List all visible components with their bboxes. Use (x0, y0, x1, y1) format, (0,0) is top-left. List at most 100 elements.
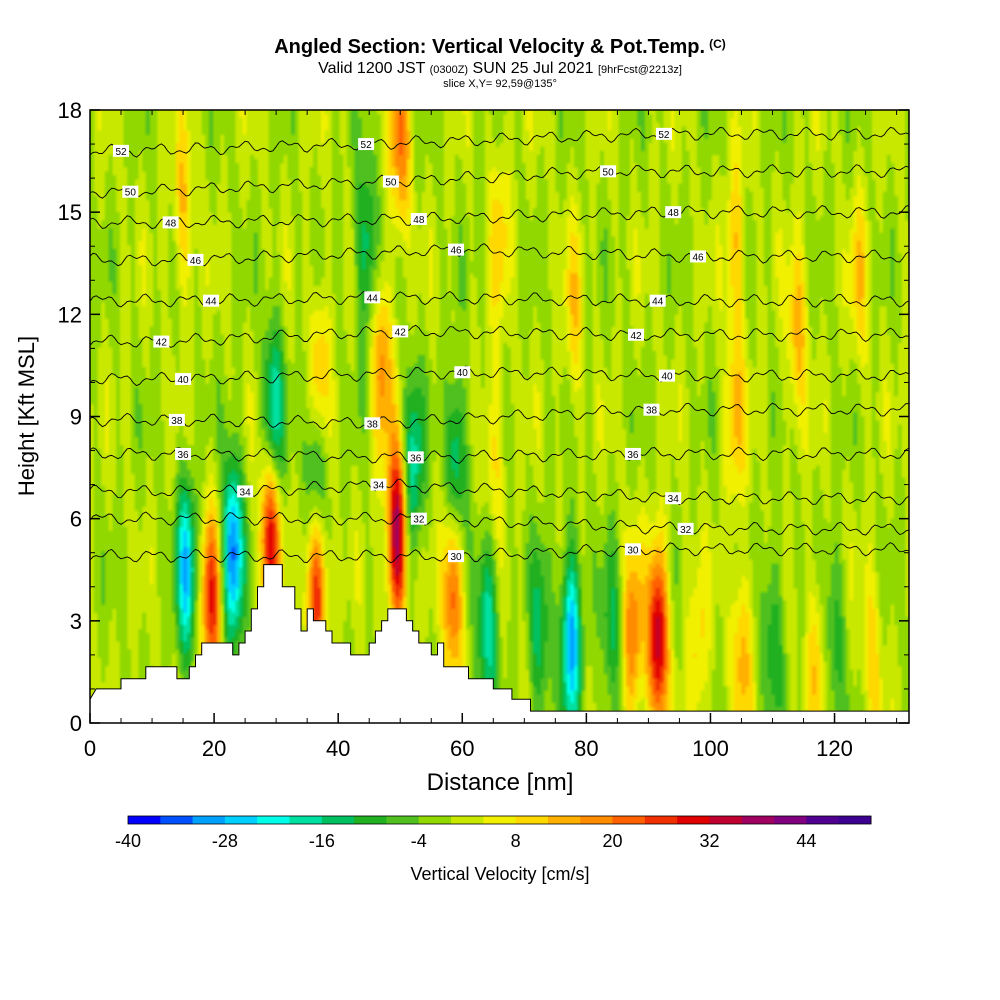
theta-label-box (237, 485, 254, 498)
colorbar-swatch (515, 816, 549, 824)
theta-label: 52 (115, 147, 127, 158)
valid-utc: (0300Z) (429, 64, 469, 76)
theta-label: 34 (668, 494, 680, 505)
colorbar-swatch (580, 816, 614, 824)
theta-label-box (655, 127, 672, 140)
colorbar: -40 -28 -16 -4 8 20 32 44 (115, 815, 872, 851)
theta-label: 48 (413, 215, 425, 226)
theta-label: 32 (680, 525, 692, 536)
colorbar-label: Vertical Velocity [cm/s] (410, 864, 589, 884)
theta-label: 34 (240, 487, 252, 498)
colorbar-swatch (677, 816, 710, 824)
slice-line: slice X,Y= 92,59@135° (443, 78, 557, 90)
chart-title: Angled Section: Vertical Velocity & Pot.… (0, 36, 1000, 59)
theta-label-box (659, 369, 676, 382)
colorbar-tick-label: -28 (212, 831, 238, 851)
theta-label-box (665, 206, 682, 219)
chart-title-text: Angled Section: Vertical Velocity & Pot.… (274, 36, 706, 58)
colorbar-swatch (386, 816, 420, 824)
theta-label: 40 (178, 375, 190, 386)
theta-label-box (643, 403, 660, 416)
x-axis-label: Distance [nm] (427, 769, 574, 796)
x-tick-label: 60 (450, 736, 474, 761)
theta-label-box (448, 243, 465, 256)
theta-label: 38 (171, 416, 183, 427)
y-tick-label: 3 (70, 609, 82, 634)
theta-label: 30 (627, 545, 639, 556)
valid-line: Valid 1200 JST (0300Z) SUN 25 Jul 2021 [… (0, 60, 1000, 79)
theta-label-box (162, 216, 179, 229)
theta-label-box (392, 325, 409, 338)
colorbar-swatch (806, 816, 840, 824)
vertical-velocity-field (90, 110, 909, 723)
terrain (90, 564, 909, 723)
y-tick-label: 18 (58, 98, 82, 123)
theta-label-box (677, 522, 694, 535)
theta-label: 34 (373, 481, 385, 492)
theta-label-box (364, 417, 381, 430)
colorbar-tick-label: 32 (699, 831, 719, 851)
theta-label-box (168, 413, 185, 426)
theta-contour (90, 446, 909, 464)
theta-label: 30 (451, 552, 463, 563)
x-tick-label: 120 (816, 736, 853, 761)
theta-label: 36 (627, 450, 639, 461)
theta-label: 36 (410, 453, 422, 464)
colorbar-tick-label: -40 (115, 831, 141, 851)
theta-label: 44 (205, 297, 217, 308)
colorbar-swatch (483, 816, 517, 824)
x-tick-label: 100 (692, 736, 729, 761)
colorbar-swatch (418, 816, 452, 824)
theta-label: 46 (190, 256, 202, 267)
theta-contour (90, 243, 909, 267)
theta-label: 36 (178, 450, 190, 461)
theta-label: 48 (165, 218, 177, 229)
theta-contour (90, 290, 909, 308)
colorbar-swatch (354, 816, 387, 824)
chart-title-tag: (C) (709, 37, 726, 51)
theta-label-box (407, 451, 424, 464)
x-tick-label: 40 (326, 736, 350, 761)
theta-label-box (410, 212, 427, 225)
theta-label: 50 (125, 188, 137, 199)
colorbar-tick-label: 44 (796, 831, 816, 851)
colorbar-swatch (160, 816, 194, 824)
valid-main: Valid 1200 JST (318, 60, 426, 77)
valid-fcst: [9hrFcst@2213z] (597, 64, 682, 76)
y-tick-label: 12 (58, 302, 82, 327)
theta-label-box (382, 175, 399, 188)
x-axis: 0 20 40 60 80 100 120 (84, 110, 898, 761)
theta-label: 42 (630, 331, 642, 342)
theta-label-box (364, 291, 381, 304)
theta-label-box (153, 335, 170, 348)
x-tick-label: 20 (202, 736, 226, 761)
theta-contour (90, 402, 909, 430)
theta-label-box (410, 512, 427, 525)
theta-label-box (628, 328, 644, 341)
theta-label: 50 (385, 178, 397, 189)
theta-label-box (202, 294, 219, 307)
theta-label-box (454, 366, 471, 379)
theta-contours (90, 126, 909, 564)
theta-label-box (624, 543, 641, 556)
theta-label-box (690, 250, 707, 263)
theta-label-box (370, 478, 387, 491)
theta-label-box (649, 294, 666, 307)
theta-contour (90, 164, 909, 199)
colorbar-tick-label: -4 (411, 831, 427, 851)
x-tick-label: 0 (84, 736, 96, 761)
theta-label: 48 (668, 208, 680, 219)
theta-label-box (175, 373, 192, 386)
theta-contour (90, 542, 909, 564)
colorbar-swatch (224, 816, 258, 824)
colorbar-swatch (289, 816, 323, 824)
theta-label: 44 (652, 297, 664, 308)
theta-label: 42 (395, 327, 407, 338)
theta-label: 46 (692, 252, 704, 263)
y-tick-label: 15 (58, 200, 82, 225)
theta-label-box (448, 550, 465, 563)
colorbar-frame (127, 815, 872, 825)
theta-label: 32 (413, 515, 425, 526)
colorbar-swatch (257, 816, 291, 824)
colorbar-tick-label: -16 (309, 831, 335, 851)
